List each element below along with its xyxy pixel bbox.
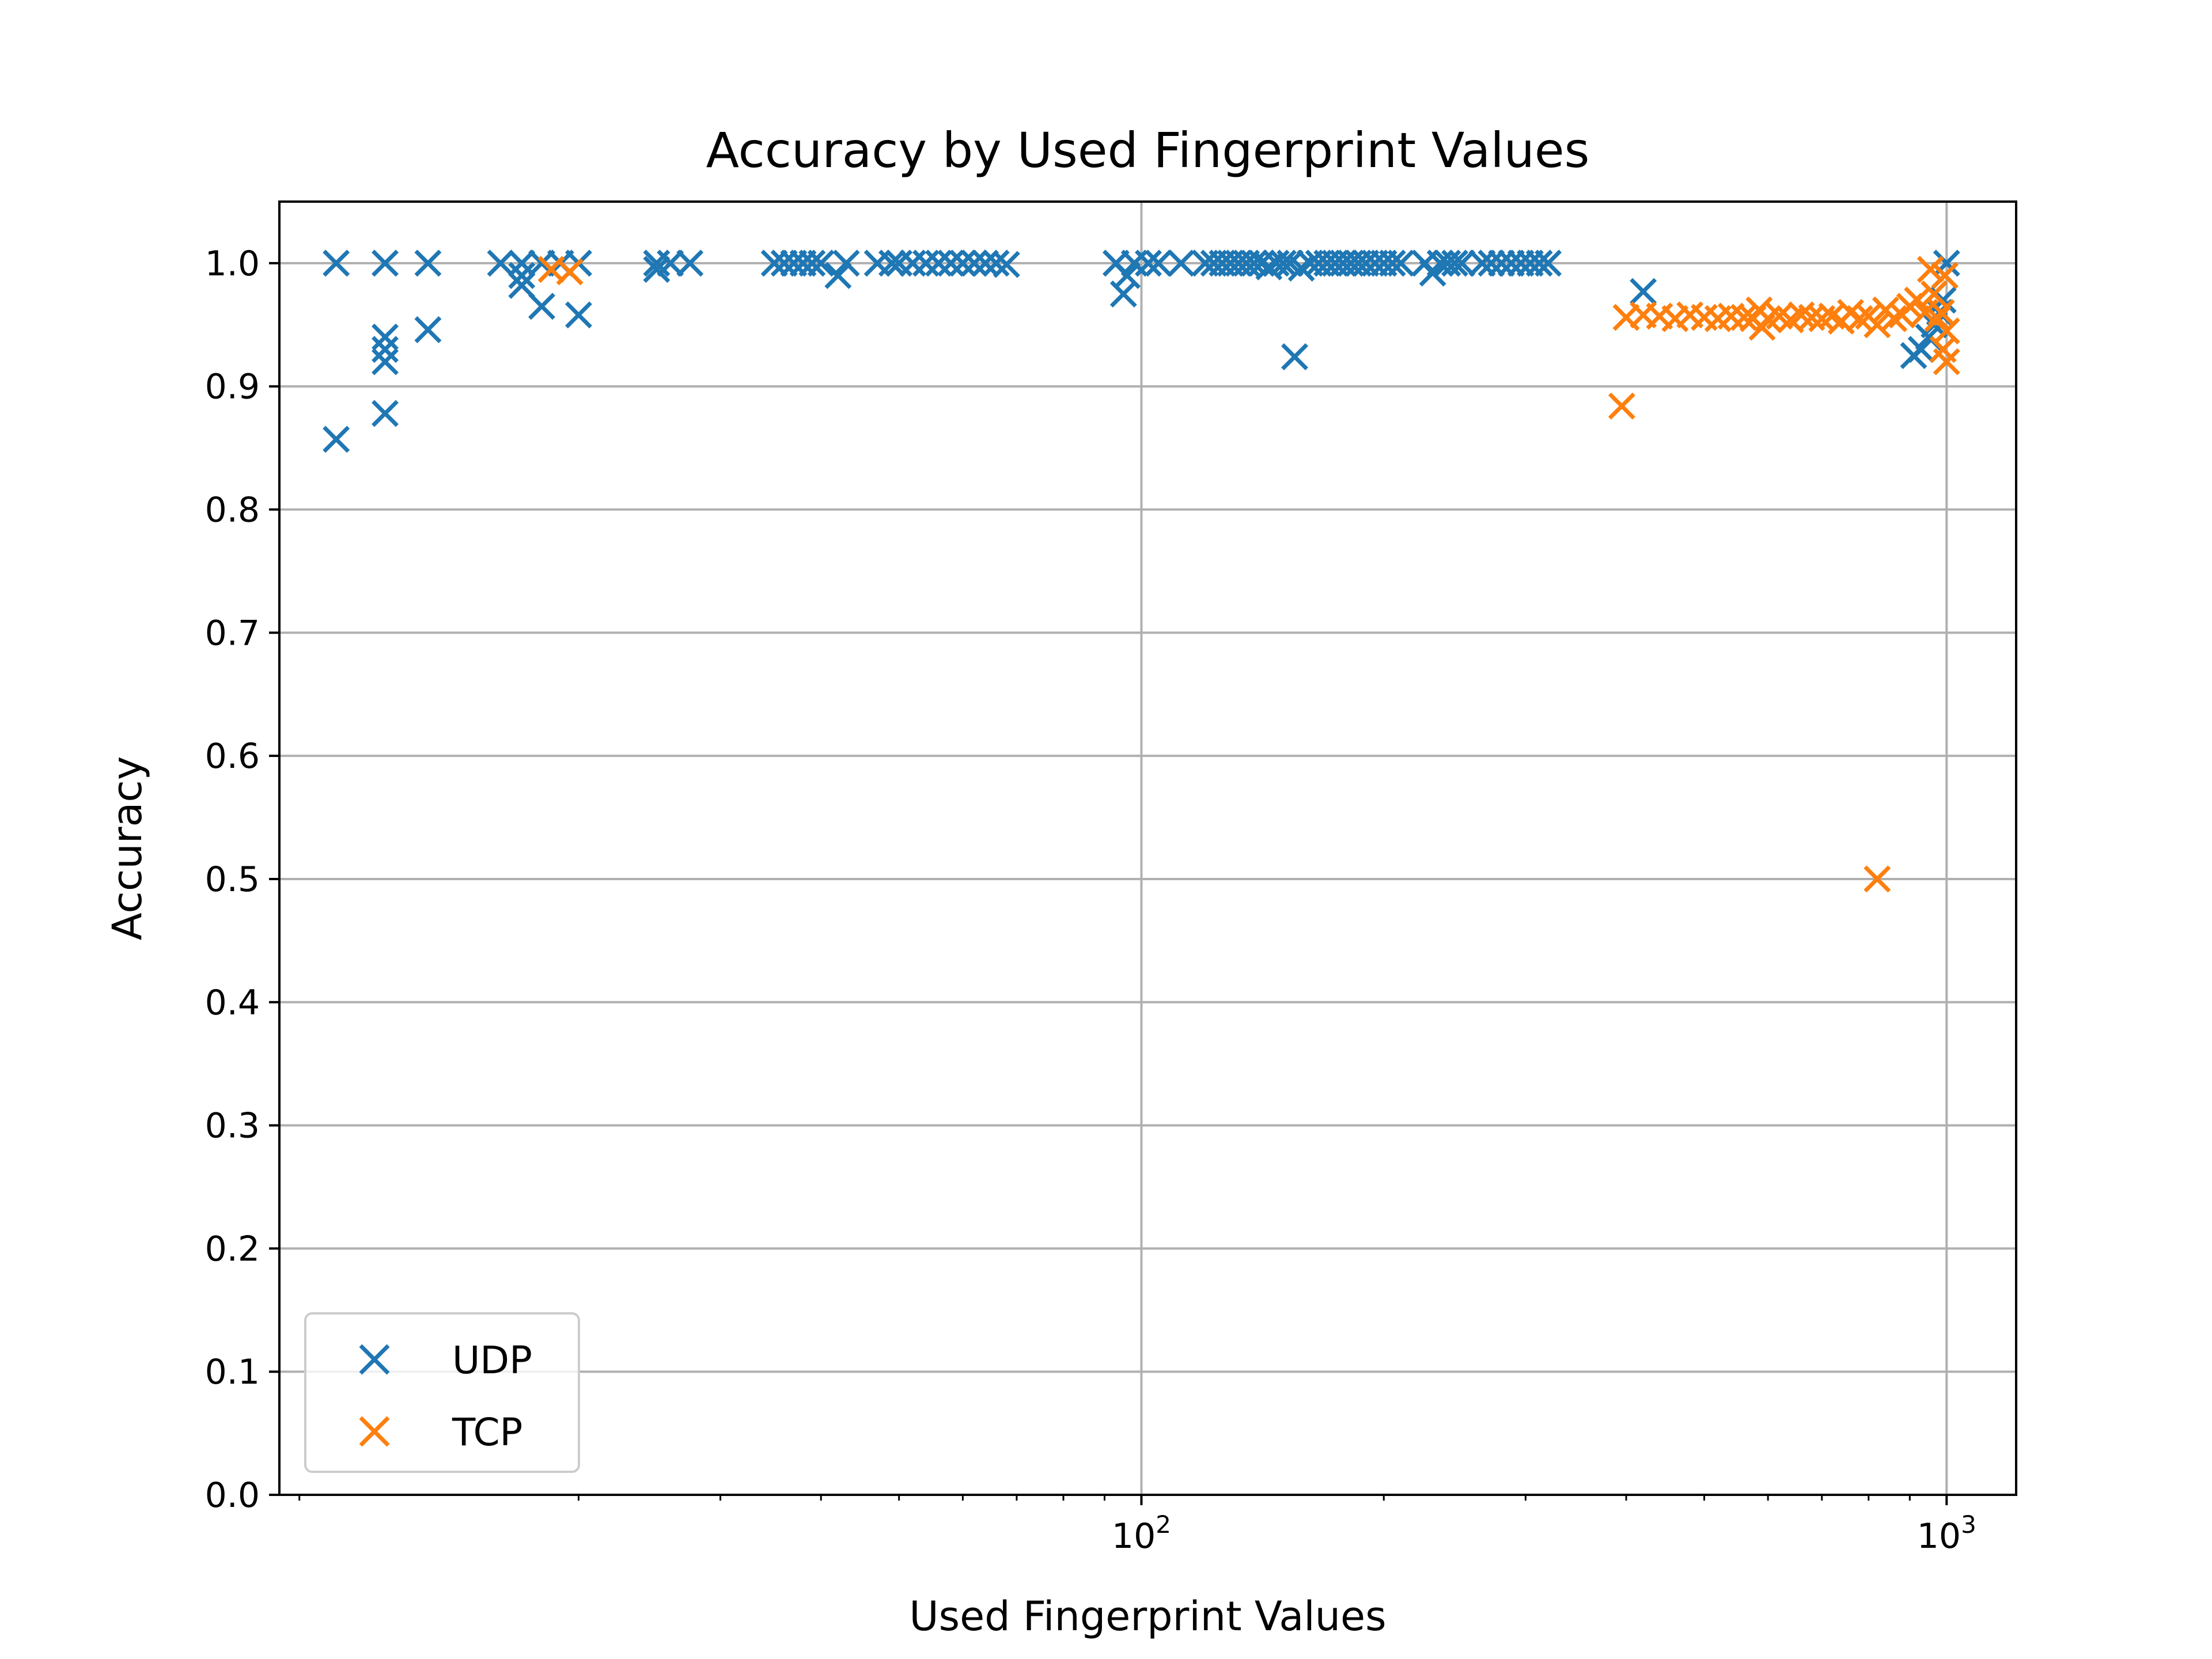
data-point-udp (1448, 249, 1476, 277)
data-point-udp (643, 256, 671, 283)
data-point-udp (414, 249, 442, 277)
legend-marker-udp (359, 1344, 390, 1375)
data-point-udp (676, 249, 704, 277)
data-point-udp (760, 249, 788, 277)
x-tick-label: 103 (1917, 1510, 1976, 1556)
y-tick-label: 0.0 (205, 1475, 260, 1516)
data-point-tcp (1929, 336, 1957, 363)
data-point-udp (960, 249, 988, 277)
data-point-udp (372, 400, 399, 427)
y-tick-label: 1.0 (205, 244, 260, 284)
data-point-udp (372, 336, 399, 363)
data-point-tcp (1863, 311, 1891, 339)
data-point-udp (508, 271, 536, 299)
x-axis-label: Used Fingerprint Values (909, 1593, 1386, 1640)
data-point-udp (1145, 249, 1172, 277)
data-point-udp (993, 251, 1020, 278)
data-point-udp (1535, 249, 1562, 277)
data-point-udp (1270, 249, 1297, 277)
y-tick-label: 0.9 (205, 367, 260, 407)
data-point-udp (323, 426, 350, 453)
data-point-udp (1525, 249, 1553, 277)
data-point-udp (1468, 249, 1496, 277)
data-point-tcp (1931, 262, 1959, 289)
data-point-udp (949, 249, 976, 277)
data-point-udp (1441, 249, 1468, 277)
y-tick-label: 0.1 (205, 1352, 260, 1392)
data-point-udp (508, 262, 536, 289)
data-point-udp (528, 293, 555, 320)
data-point-udp (508, 249, 536, 277)
x-axis-ticks: 102 103 (1112, 1495, 1976, 1556)
data-point-udp (1378, 249, 1406, 277)
data-point-tcp (1916, 256, 1944, 283)
legend-box (304, 1312, 580, 1473)
legend-label-udp: UDP (452, 1338, 532, 1382)
legend-marker-tcp (359, 1416, 390, 1447)
data-point-tcp (1921, 280, 1948, 308)
data-point-udp (1478, 249, 1505, 277)
data-point-udp (1488, 249, 1515, 277)
data-point-tcp (556, 258, 584, 286)
x-tick-label: 102 (1112, 1510, 1171, 1556)
grid-lines (279, 202, 2016, 1496)
data-point-udp (937, 249, 965, 277)
data-point-udp (972, 249, 999, 277)
data-point-tcp (1730, 304, 1758, 331)
data-point-tcp (1846, 305, 1873, 332)
data-point-udp (807, 249, 835, 277)
data-point-tcp (1880, 305, 1908, 332)
data-point-udp (925, 249, 952, 277)
data-point-tcp (1787, 301, 1815, 329)
data-point-udp (1135, 249, 1162, 277)
data-point-udp (1281, 343, 1308, 370)
legend-label-tcp: TCP (452, 1410, 522, 1455)
y-axis-ticks: 0.0 0.1 0.2 0.3 0.4 0.5 0.6 0.7 0.8 0.9 1.0 (205, 244, 279, 1516)
data-point-tcp (1927, 298, 1955, 326)
data-point-udp (323, 249, 350, 277)
data-point-udp (372, 323, 399, 351)
legend: UDP TCP (304, 1312, 580, 1473)
data-point-tcp (1863, 865, 1891, 893)
series-tcp (537, 256, 1960, 893)
data-point-udp (878, 249, 906, 277)
y-tick-label: 0.3 (205, 1106, 260, 1146)
y-tick-label: 0.8 (205, 490, 260, 531)
data-point-udp (1113, 262, 1141, 289)
data-point-udp (1907, 336, 1935, 363)
data-point-udp (657, 249, 684, 277)
data-point-udp (832, 249, 860, 277)
data-point-udp (565, 301, 592, 329)
data-point-udp (372, 348, 399, 376)
data-point-udp (414, 316, 442, 343)
y-tick-label: 0.2 (205, 1229, 260, 1269)
y-tick-label: 0.6 (205, 736, 260, 777)
data-point-udp (1387, 249, 1415, 277)
data-point-udp (982, 249, 1010, 277)
data-point-udp (798, 249, 826, 277)
y-axis-label: Accuracy (104, 756, 151, 941)
data-points (323, 249, 1960, 893)
data-point-udp (912, 249, 940, 277)
data-point-udp (1630, 278, 1657, 305)
data-point-udp (1167, 249, 1195, 277)
data-point-udp (899, 249, 926, 277)
data-point-udp (372, 249, 399, 277)
data-point-udp (824, 262, 852, 289)
y-tick-label: 0.7 (205, 613, 260, 653)
y-tick-label: 0.5 (205, 859, 260, 900)
data-point-udp (487, 249, 514, 277)
data-point-tcp (1608, 392, 1635, 420)
plot-frame (278, 200, 2017, 1496)
chart-title: Accuracy by Used Fingerprint Values (706, 122, 1590, 179)
y-tick-label: 0.4 (205, 983, 260, 1023)
